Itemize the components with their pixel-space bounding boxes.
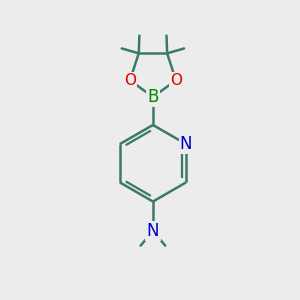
Text: B: B <box>147 88 159 106</box>
Text: O: O <box>170 73 182 88</box>
Text: N: N <box>147 222 159 240</box>
Text: N: N <box>180 135 192 153</box>
Text: O: O <box>124 73 136 88</box>
